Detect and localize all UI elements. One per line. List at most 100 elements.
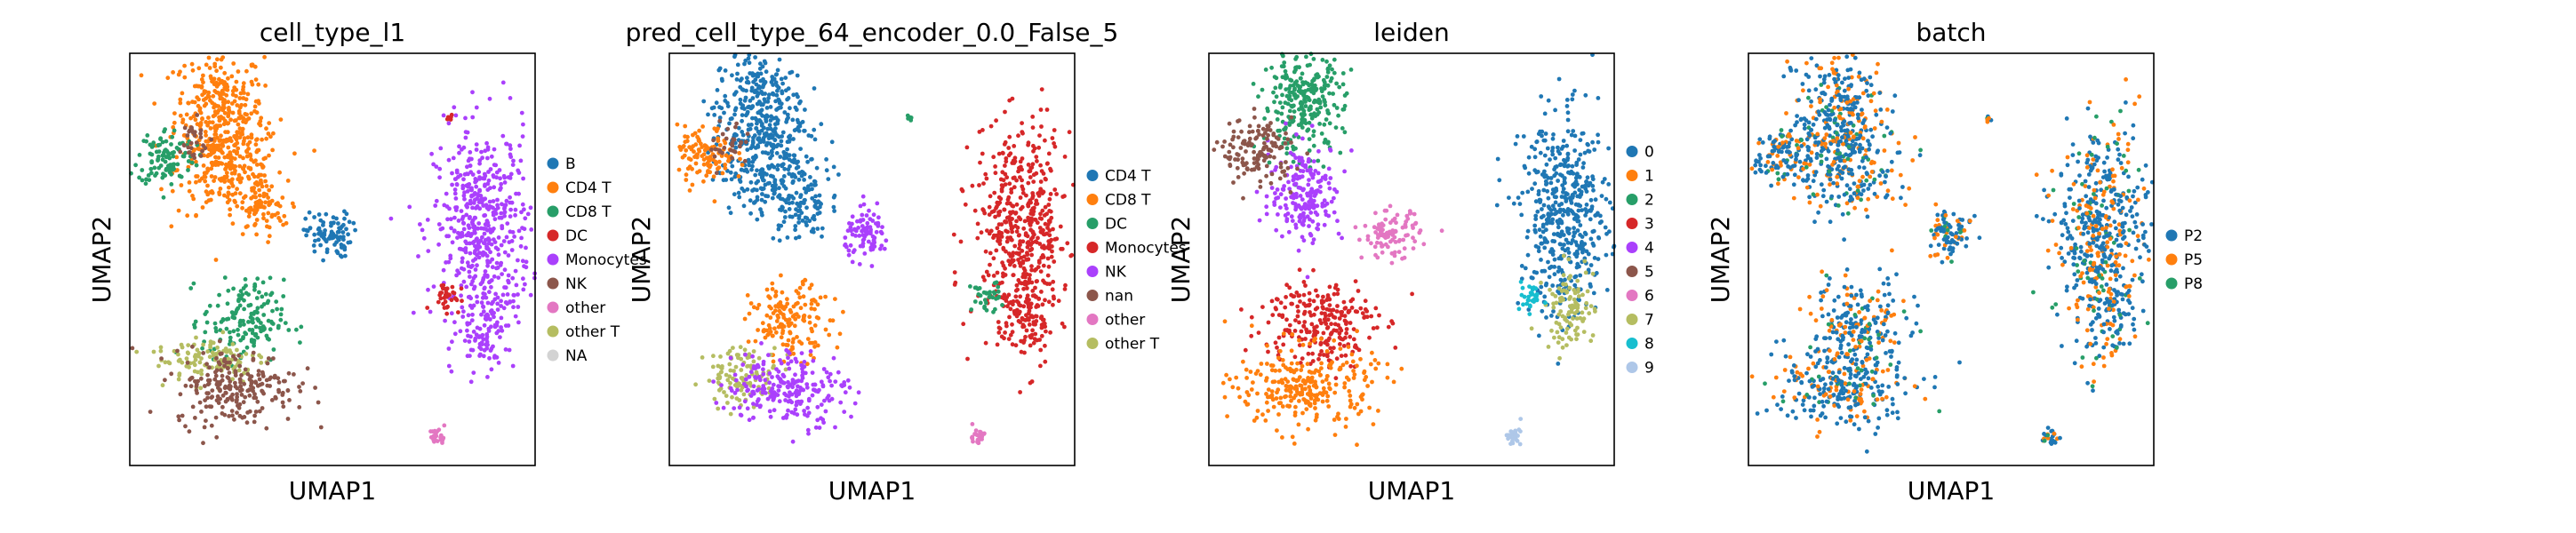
data-point: [445, 217, 450, 222]
data-point: [1267, 147, 1272, 152]
data-point: [1577, 298, 1581, 303]
data-point: [270, 308, 275, 314]
data-point: [1548, 180, 1554, 186]
data-point: [130, 346, 135, 351]
data-point: [1242, 162, 1247, 167]
data-point: [467, 339, 472, 344]
data-point: [485, 313, 491, 318]
data-point: [219, 351, 224, 356]
data-point: [1319, 86, 1324, 91]
data-point: [1268, 154, 1273, 159]
data-point: [858, 203, 863, 209]
data-point: [833, 297, 837, 301]
data-point: [730, 163, 735, 169]
data-point: [137, 153, 142, 157]
data-point: [228, 379, 233, 384]
data-point: [748, 126, 753, 131]
data-point: [984, 300, 988, 306]
data-point: [459, 209, 464, 214]
data-point: [490, 311, 494, 316]
data-point: [1293, 95, 1299, 100]
data-point: [791, 92, 796, 98]
data-point: [843, 390, 848, 395]
data-point: [143, 181, 148, 187]
data-point: [860, 233, 866, 237]
data-point: [496, 235, 501, 240]
data-point: [430, 429, 436, 434]
data-point: [733, 364, 739, 370]
data-point: [736, 125, 741, 131]
data-point: [492, 297, 498, 302]
data-point: [996, 330, 1002, 335]
data-point: [761, 138, 766, 143]
data-point: [1004, 239, 1010, 244]
data-point: [448, 256, 453, 261]
data-point: [1241, 139, 1246, 144]
data-point: [738, 101, 743, 106]
data-point: [860, 212, 865, 218]
data-point: [220, 78, 225, 84]
data-point: [489, 367, 494, 372]
data-point: [264, 378, 269, 383]
data-point: [996, 212, 1001, 218]
data-point: [1539, 284, 1544, 290]
data-point: [1026, 242, 1031, 246]
data-point: [1029, 314, 1034, 318]
data-point: [1035, 338, 1040, 343]
data-point: [1062, 324, 1067, 330]
data-point: [1588, 236, 1594, 242]
data-point: [1550, 217, 1556, 222]
data-point: [790, 117, 796, 123]
data-point: [466, 313, 471, 318]
data-point: [245, 410, 250, 415]
data-point: [786, 321, 791, 325]
data-point: [1038, 269, 1044, 274]
data-point: [318, 425, 324, 430]
data-point: [815, 418, 820, 423]
data-point: [736, 190, 741, 195]
data-point: [1332, 57, 1337, 62]
data-point: [1383, 217, 1388, 222]
data-point: [745, 406, 750, 411]
data-point: [1271, 90, 1276, 95]
data-point: [285, 179, 291, 183]
data-point: [252, 283, 258, 289]
data-point: [1264, 194, 1269, 199]
data-point: [755, 93, 760, 99]
data-point: [169, 371, 174, 377]
data-point: [281, 404, 286, 410]
data-point: [717, 115, 723, 120]
data-point: [483, 241, 487, 246]
data-point: [492, 314, 496, 320]
data-point: [516, 258, 520, 263]
data-point: [465, 182, 470, 187]
data-point: [499, 181, 504, 187]
data-point: [1269, 186, 1275, 190]
data-point: [691, 132, 695, 138]
data-point: [1394, 220, 1398, 226]
data-point: [1034, 202, 1038, 207]
data-point: [233, 191, 238, 196]
legend-entry: NK: [1086, 264, 1127, 282]
cluster: [425, 282, 464, 316]
data-point: [245, 135, 251, 140]
data-point: [803, 107, 807, 112]
data-point: [753, 146, 758, 150]
data-point: [313, 238, 317, 243]
data-point: [1012, 144, 1017, 148]
data-point: [442, 423, 447, 428]
data-point: [804, 154, 809, 159]
data-point: [965, 356, 970, 362]
data-point: [1402, 246, 1407, 251]
data-point: [776, 227, 781, 232]
data-point: [1038, 363, 1043, 369]
data-point: [1005, 235, 1010, 241]
data-point: [500, 272, 504, 276]
data-point: [1020, 260, 1026, 266]
data-point: [257, 409, 262, 414]
data-point: [460, 183, 466, 188]
data-point: [1006, 251, 1012, 256]
data-point: [348, 240, 353, 245]
cluster: [228, 179, 295, 244]
data-point: [1038, 347, 1044, 353]
